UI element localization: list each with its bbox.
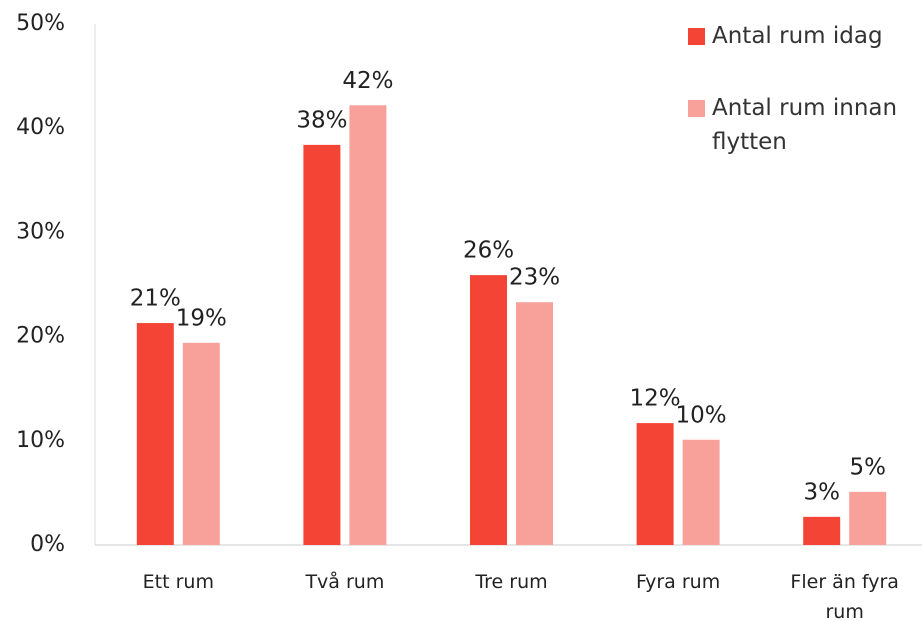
bar xyxy=(182,342,220,545)
data-label: 3% xyxy=(803,479,840,505)
bar xyxy=(303,144,341,545)
bar xyxy=(636,423,674,545)
bar xyxy=(803,516,841,545)
data-label: 23% xyxy=(509,265,560,291)
bar xyxy=(349,105,387,545)
y-tick-label: 40% xyxy=(16,115,65,140)
bar xyxy=(849,491,887,545)
x-tick-label: Fyra rum xyxy=(635,571,721,593)
bar xyxy=(470,275,507,545)
bar xyxy=(682,439,720,545)
data-label: 10% xyxy=(676,402,727,428)
data-label: 19% xyxy=(176,305,227,331)
x-tick-label: Tre rum xyxy=(475,571,548,593)
data-label: 38% xyxy=(296,107,347,133)
y-tick-label: 30% xyxy=(16,219,65,244)
legend-label: Antal rum innan flytten xyxy=(712,95,898,155)
bar xyxy=(516,302,553,545)
x-tick-label: Två rum xyxy=(305,571,385,593)
data-label: 21% xyxy=(130,286,181,312)
x-tick-label: Fler än fyra rum xyxy=(790,571,899,621)
data-label: 26% xyxy=(463,238,514,264)
data-label: 5% xyxy=(849,454,886,480)
legend-label: Antal rum idag xyxy=(712,23,883,49)
data-label: 12% xyxy=(630,386,681,412)
legend-swatch xyxy=(688,100,705,117)
x-tick-label: Ett rum xyxy=(142,571,214,593)
y-tick-label: 10% xyxy=(16,428,65,453)
y-tick-label: 0% xyxy=(30,532,65,557)
y-tick-label: 50% xyxy=(16,11,65,36)
bar xyxy=(136,323,174,545)
y-tick-label: 20% xyxy=(16,324,65,349)
legend-swatch xyxy=(688,28,705,45)
data-label: 42% xyxy=(342,68,393,94)
